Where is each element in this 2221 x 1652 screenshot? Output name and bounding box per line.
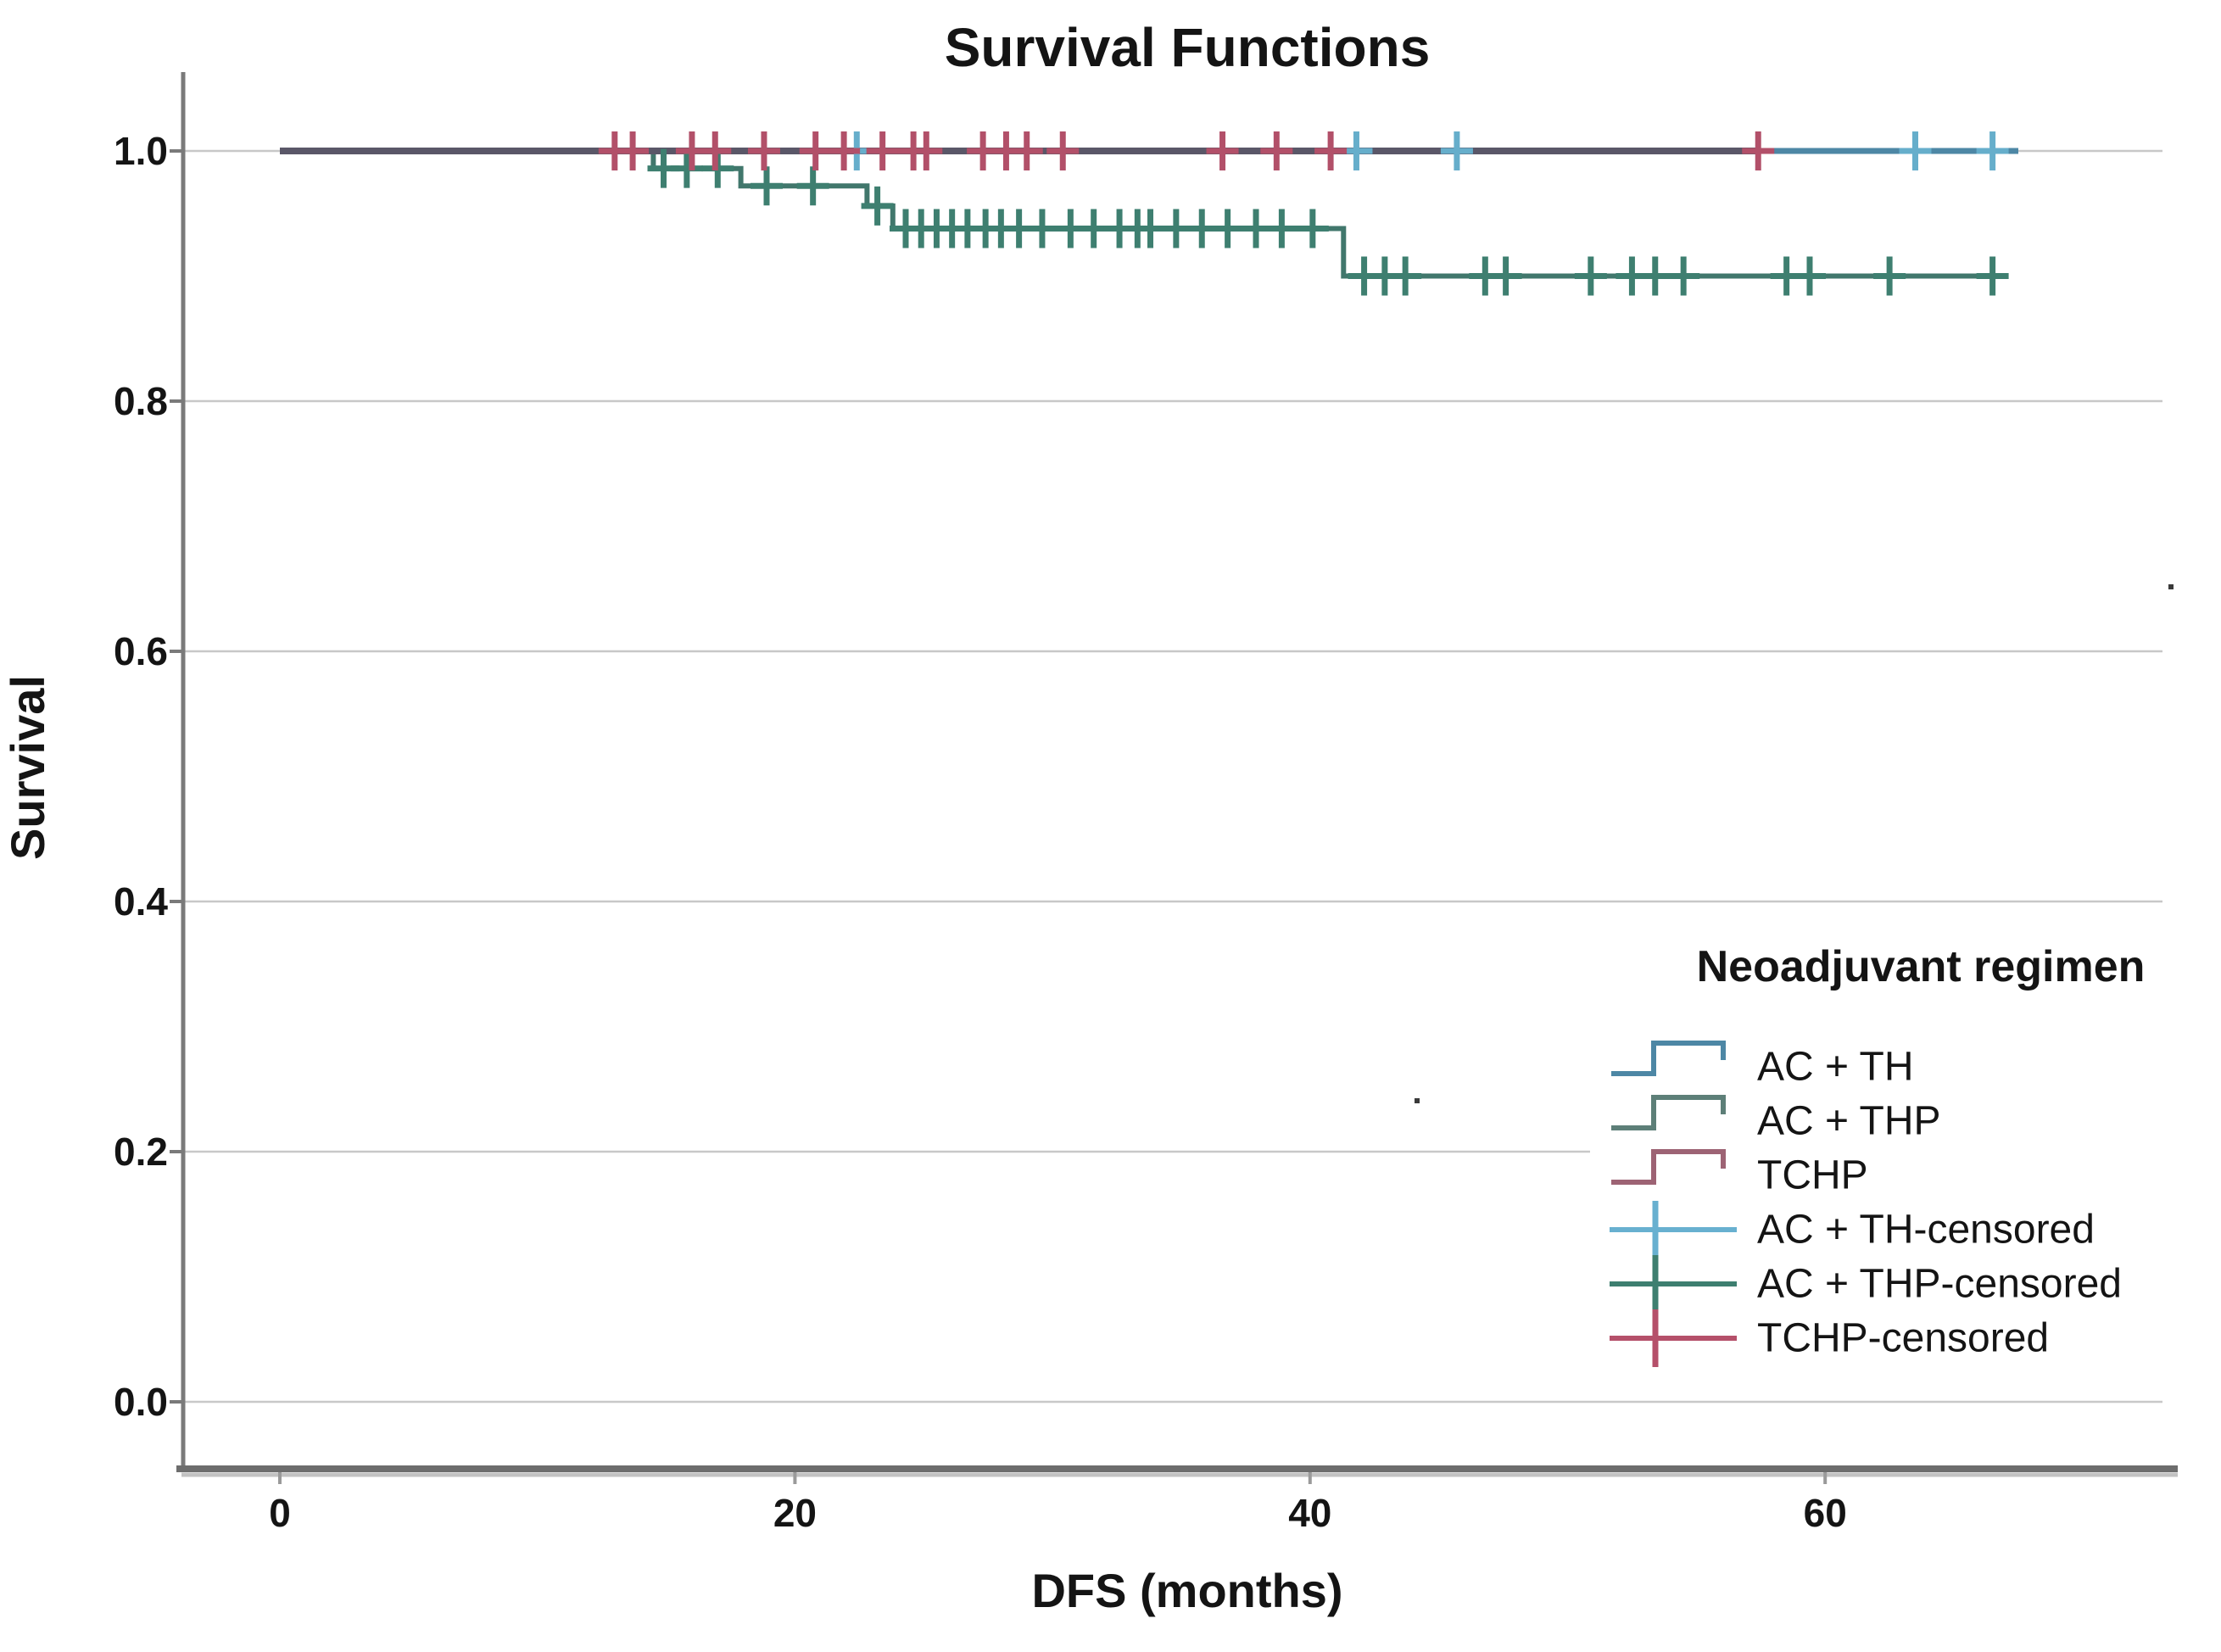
y-tick-label: 0.0 bbox=[114, 1380, 168, 1424]
y-tick-label: 0.8 bbox=[114, 379, 168, 423]
legend-background bbox=[1590, 926, 2221, 1388]
censor-mark bbox=[1793, 256, 1826, 296]
censor-mark bbox=[1046, 131, 1080, 170]
legend-item: AC + THP-censored bbox=[1610, 1255, 2122, 1313]
x-tick-labels: 0 20 40 60 bbox=[269, 1491, 1847, 1535]
censor-mark bbox=[1574, 256, 1607, 296]
censor-mark bbox=[1742, 131, 1775, 170]
censor-mark bbox=[1489, 256, 1522, 296]
censor-mark bbox=[910, 131, 943, 170]
censor-mark bbox=[866, 131, 899, 170]
censor-mark bbox=[670, 148, 703, 188]
censor-mark bbox=[861, 186, 894, 226]
speck bbox=[2168, 584, 2174, 589]
legend-item: AC + THP bbox=[1611, 1095, 1941, 1144]
chart-title: Survival Functions bbox=[945, 17, 1431, 78]
censor-mark bbox=[1389, 256, 1422, 296]
legend-item-label: AC + TH bbox=[1757, 1045, 1914, 1090]
censor-mark bbox=[750, 166, 783, 206]
censor-mark bbox=[1440, 131, 1473, 170]
legend-step-swatch bbox=[1611, 1095, 1726, 1130]
censor-mark bbox=[1211, 209, 1244, 248]
censor-mark bbox=[1873, 256, 1906, 296]
image-specks bbox=[1415, 584, 2174, 1103]
legend-step-swatch bbox=[1611, 1149, 1726, 1185]
y-tick-label: 0.4 bbox=[114, 879, 168, 924]
legend-item: TCHP bbox=[1611, 1149, 1868, 1198]
censor-mark bbox=[1976, 131, 2009, 170]
censor-mark bbox=[828, 131, 861, 170]
censor-mark bbox=[799, 131, 832, 170]
censor-mark bbox=[1976, 256, 2009, 296]
censor-mark bbox=[796, 166, 829, 206]
censor-mark bbox=[1667, 256, 1700, 296]
censor-mark bbox=[1296, 209, 1329, 248]
legend-item-label: AC + TH-censored bbox=[1757, 1208, 2095, 1253]
censor-mark bbox=[747, 131, 780, 170]
legend-item-label: AC + THP bbox=[1757, 1099, 1941, 1144]
y-tick-labels: 1.0 0.8 0.6 0.4 0.2 0.0 bbox=[114, 129, 168, 1424]
legend-item-label: AC + THP-censored bbox=[1757, 1262, 2122, 1307]
censor-mark bbox=[1314, 131, 1348, 170]
censor-mark bbox=[617, 131, 650, 170]
x-tick-label: 60 bbox=[1804, 1491, 1847, 1535]
censor-mark bbox=[1025, 209, 1058, 248]
y-tick-label: 0.6 bbox=[114, 629, 168, 673]
y-tick-label: 0.2 bbox=[114, 1130, 168, 1174]
legend-item-label: TCHP bbox=[1757, 1153, 1868, 1198]
legend-item: AC + TH-censored bbox=[1610, 1201, 2095, 1259]
censor-mark bbox=[1638, 256, 1671, 296]
axes bbox=[170, 72, 2178, 1484]
censor-mark bbox=[1899, 131, 1932, 170]
legend-title: Neoadjuvant regimen bbox=[1697, 942, 2146, 991]
censor-mark bbox=[1265, 209, 1298, 248]
censor-marks bbox=[598, 131, 2009, 296]
y-axis-label: Survival bbox=[1, 675, 54, 860]
x-tick-label: 0 bbox=[269, 1491, 291, 1535]
legend: Neoadjuvant regimen AC + TH AC + THP TCHP AC… bbox=[1590, 926, 2221, 1388]
speck bbox=[1415, 1098, 1420, 1103]
legend-step-swatch bbox=[1611, 1041, 1726, 1076]
censor-mark bbox=[1260, 131, 1293, 170]
legend-item-label: TCHP-censored bbox=[1757, 1316, 2049, 1361]
censor-mark bbox=[1010, 131, 1043, 170]
y-tick-label: 1.0 bbox=[114, 129, 168, 173]
legend-item: TCHP-censored bbox=[1610, 1309, 2049, 1367]
x-tick-label: 20 bbox=[773, 1491, 817, 1535]
censor-mark bbox=[699, 131, 732, 170]
x-tick-label: 40 bbox=[1288, 1491, 1331, 1535]
censor-mark bbox=[1206, 131, 1239, 170]
legend-item: AC + TH bbox=[1611, 1041, 1914, 1090]
x-axis-label: DFS (months) bbox=[1031, 1564, 1342, 1617]
